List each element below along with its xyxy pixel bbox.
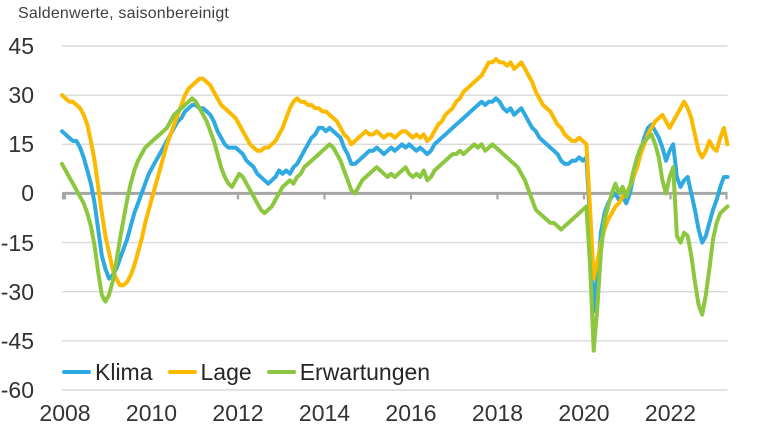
y-tick-label-0: 0 xyxy=(21,180,34,207)
y-tick-label--60: -60 xyxy=(0,377,34,403)
legend-label-lage: Lage xyxy=(200,359,252,385)
series-line-lage xyxy=(60,57,730,288)
legend-line-swatch-lage xyxy=(167,370,197,374)
x-tick-label-2018: 2018 xyxy=(471,400,524,426)
legend-label-erwartungen: Erwartungen xyxy=(299,359,431,385)
x-tick-label-2012: 2012 xyxy=(212,400,264,426)
y-tick-label--45: -45 xyxy=(0,327,34,354)
legend-item-klima: Klima xyxy=(62,359,153,385)
y-tick-label--30: -30 xyxy=(0,278,34,305)
legend-label-klima: Klima xyxy=(95,359,153,385)
chart-legend: Klima Lage Erwartungen xyxy=(62,359,430,385)
x-tick-label-2008: 2008 xyxy=(39,400,91,426)
x-tick-label-2014: 2014 xyxy=(298,400,351,426)
y-tick-label-45: 45 xyxy=(8,33,34,59)
x-tick-label-2016: 2016 xyxy=(385,400,437,426)
legend-line-swatch-klima xyxy=(62,370,91,374)
legend-item-lage: Lage xyxy=(167,359,252,385)
series-line-erwartungen xyxy=(60,96,730,353)
y-tick-label-30: 30 xyxy=(8,82,34,109)
x-tick-label-2010: 2010 xyxy=(125,400,178,426)
legend-item-erwartungen: Erwartungen xyxy=(266,359,431,385)
chart-title: Saldenwerte, saisonbereinigt xyxy=(18,5,230,22)
y-tick-label--15: -15 xyxy=(0,229,34,256)
x-tick-label-2022: 2022 xyxy=(644,400,697,426)
y-tick-label-15: 15 xyxy=(8,131,34,158)
legend-line-swatch-erwartungen xyxy=(266,370,296,374)
x-tick-label-2020: 2020 xyxy=(558,400,610,426)
